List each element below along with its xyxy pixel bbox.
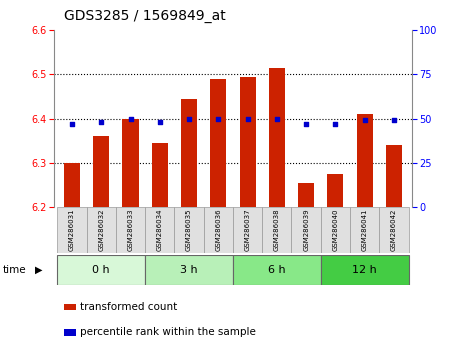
Text: 3 h: 3 h <box>180 265 198 275</box>
Bar <box>210 79 227 207</box>
Bar <box>327 174 343 207</box>
Bar <box>357 114 373 207</box>
Text: GSM286042: GSM286042 <box>391 209 397 251</box>
Text: GSM286040: GSM286040 <box>333 209 338 251</box>
Point <box>215 116 222 121</box>
Bar <box>239 76 255 207</box>
Point <box>302 121 310 127</box>
Point <box>127 116 134 121</box>
Text: GSM286038: GSM286038 <box>274 209 280 251</box>
Text: ▶: ▶ <box>35 265 42 275</box>
Bar <box>262 207 291 253</box>
Bar <box>233 207 262 253</box>
Point <box>332 121 339 127</box>
Bar <box>204 207 233 253</box>
Bar <box>145 255 233 285</box>
Bar <box>298 183 314 207</box>
Text: 6 h: 6 h <box>268 265 286 275</box>
Bar <box>350 207 379 253</box>
Point <box>185 116 193 121</box>
Text: GSM286031: GSM286031 <box>69 209 75 251</box>
Text: GDS3285 / 1569849_at: GDS3285 / 1569849_at <box>64 9 226 23</box>
Bar <box>321 207 350 253</box>
Bar <box>175 207 204 253</box>
Text: percentile rank within the sample: percentile rank within the sample <box>80 327 256 337</box>
Text: 12 h: 12 h <box>352 265 377 275</box>
Bar <box>145 207 175 253</box>
Point <box>390 118 398 123</box>
Text: GSM286035: GSM286035 <box>186 209 192 251</box>
Bar <box>93 136 109 207</box>
Text: GSM286041: GSM286041 <box>362 209 368 251</box>
Bar <box>233 255 321 285</box>
Point <box>361 118 368 123</box>
Bar <box>64 163 80 207</box>
Point <box>244 116 251 121</box>
Bar <box>116 207 145 253</box>
Text: 0 h: 0 h <box>92 265 110 275</box>
Point <box>273 116 280 121</box>
Text: GSM286039: GSM286039 <box>303 209 309 251</box>
Bar <box>379 207 409 253</box>
Bar <box>321 255 409 285</box>
Bar <box>57 207 87 253</box>
Text: transformed count: transformed count <box>80 302 178 312</box>
Text: GSM286036: GSM286036 <box>215 209 221 251</box>
Bar <box>123 119 139 207</box>
Point <box>68 121 76 127</box>
Text: GSM286032: GSM286032 <box>98 209 104 251</box>
Point <box>156 119 164 125</box>
Bar <box>269 68 285 207</box>
Bar <box>181 99 197 207</box>
Text: GSM286037: GSM286037 <box>245 209 251 251</box>
Text: GSM286033: GSM286033 <box>128 209 133 251</box>
Bar <box>386 145 402 207</box>
Bar <box>57 255 145 285</box>
Text: time: time <box>2 265 26 275</box>
Text: GSM286034: GSM286034 <box>157 209 163 251</box>
Point <box>97 119 105 125</box>
Bar <box>152 143 168 207</box>
Bar <box>87 207 116 253</box>
Bar <box>291 207 321 253</box>
